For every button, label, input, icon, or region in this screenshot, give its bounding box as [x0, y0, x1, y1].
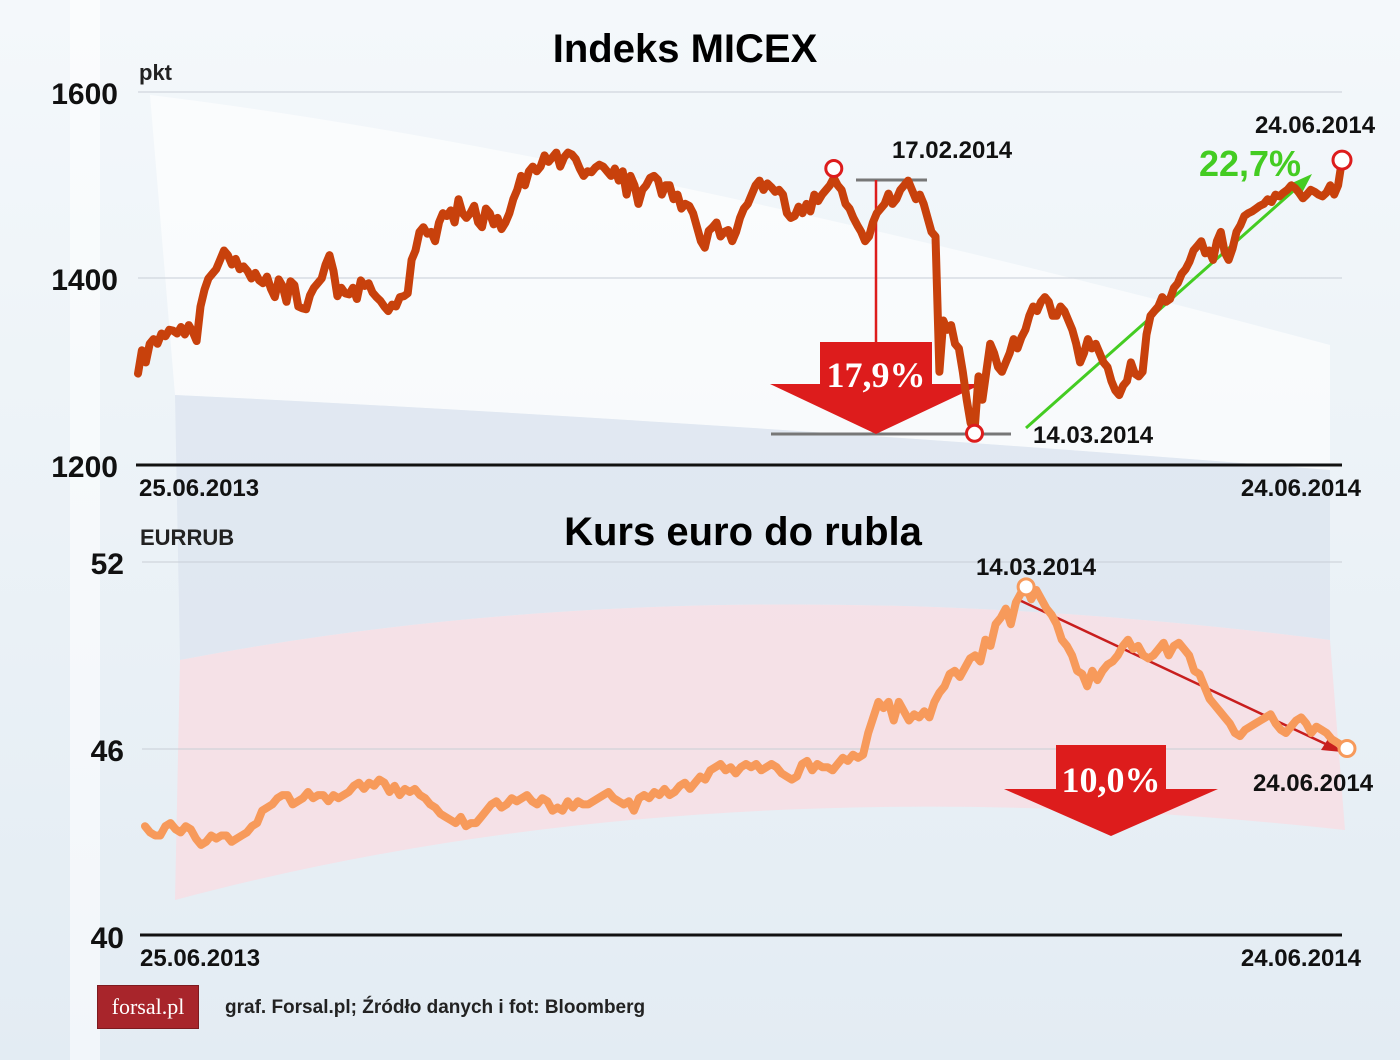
- micex-xlabel-end: 24.06.2014: [1241, 475, 1362, 502]
- flagpole: [70, 0, 100, 1060]
- eurrub-annotation-peak-date: 14.03.2014: [976, 554, 1097, 581]
- eurrub-drop-pct: 10,0%: [1062, 760, 1161, 800]
- eurrub-xlabel-start: 25.06.2013: [140, 945, 260, 972]
- source-note: graf. Forsal.pl; Źródło danych i fot: Bl…: [225, 997, 646, 1018]
- micex-unit-label: pkt: [139, 60, 173, 85]
- micex-drop-arrow-icon: [770, 342, 982, 434]
- micex-xlabel-start: 25.06.2013: [139, 475, 259, 502]
- micex-ytick-1200: 1200: [51, 451, 118, 484]
- micex-annotation-end-date: 24.06.2014: [1255, 112, 1376, 139]
- eurrub-annotation-end-date: 24.06.2014: [1253, 770, 1374, 797]
- micex-rise-arrowhead-icon: [1292, 174, 1312, 193]
- micex-annotation-trough-date: 14.03.2014: [1033, 422, 1154, 449]
- eurrub-ytick-46: 46: [91, 735, 124, 768]
- micex-series-line: [134, 148, 1346, 436]
- eurrub-ytick-40: 40: [91, 922, 124, 955]
- micex-marker-end: [1331, 149, 1353, 171]
- eurrub-unit-label: EURRUB: [140, 525, 234, 550]
- eurrub-drop-arrow-icon: [1004, 745, 1218, 836]
- eurrub-trend-arrowhead-icon: [1321, 739, 1342, 752]
- micex-ytick-1600: 1600: [51, 78, 118, 111]
- micex-drop-pct: 17,9%: [827, 355, 926, 395]
- eurrub-series-line: [141, 582, 1351, 849]
- micex-annotation-peak-date: 17.02.2014: [892, 137, 1013, 164]
- eurrub-ytick-52: 52: [91, 548, 124, 581]
- eurrub-xlabel-end: 24.06.2014: [1241, 945, 1362, 972]
- eurrub-marker-peak: [1016, 577, 1036, 597]
- flag: [150, 95, 1345, 900]
- micex-title: Indeks MICEX: [553, 27, 818, 71]
- micex-marker-trough: [965, 423, 984, 443]
- micex-ytick-1400: 1400: [51, 264, 118, 297]
- micex-drop-annotation: [770, 178, 1011, 436]
- eurrub-marker-end: [1337, 739, 1357, 758]
- forsal-logo[interactable]: forsal.pl: [97, 985, 199, 1029]
- eurrub-title: Kurs euro do rubla: [564, 510, 923, 554]
- micex-marker-peak: [824, 159, 844, 178]
- micex-rise-annotation: [1025, 174, 1312, 430]
- micex-rise-line: [1025, 183, 1301, 430]
- micex-rise-pct: 22,7%: [1199, 143, 1301, 184]
